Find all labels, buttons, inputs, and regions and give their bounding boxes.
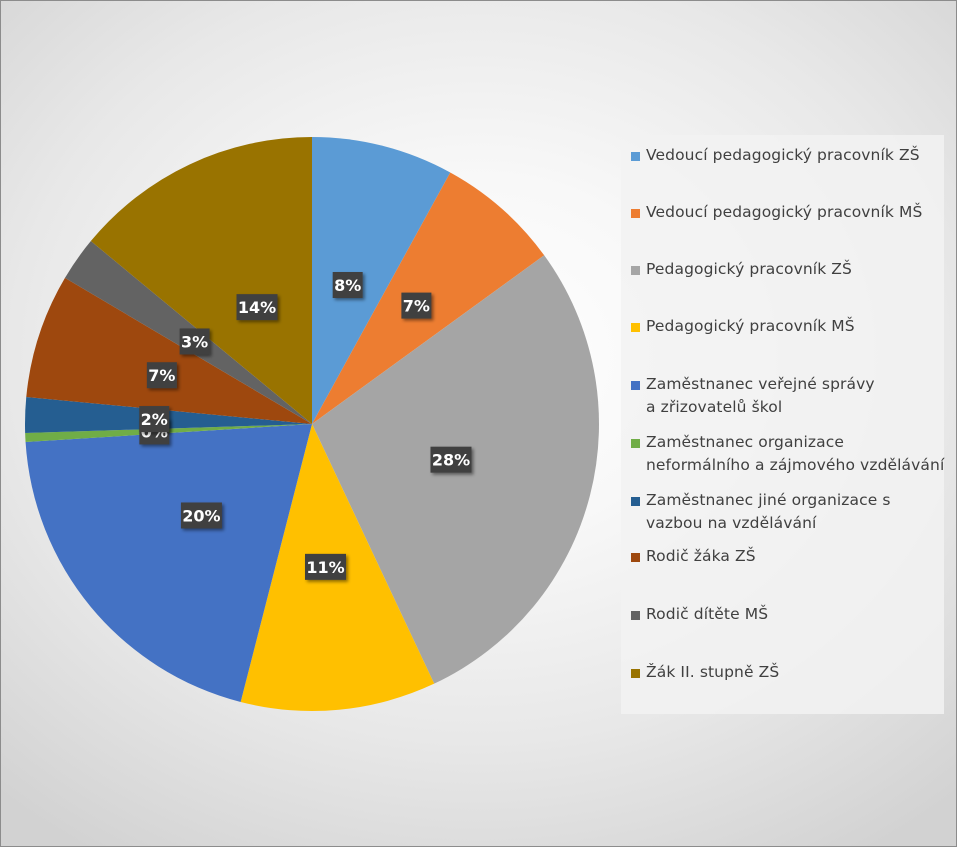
pie-slice	[312, 137, 451, 424]
legend-label: Zaměstnanec organizace neformálního a zá…	[646, 433, 945, 474]
legend-label: Zaměstnanec veřejné správy a zřizovatelů…	[646, 375, 875, 416]
legend-swatch	[631, 152, 640, 161]
legend-label: Rodič žáka ZŠ	[646, 547, 756, 565]
data-label-text: 11%	[306, 558, 344, 577]
data-label-text: 28%	[432, 451, 470, 470]
data-label-text: 3%	[181, 332, 208, 351]
data-label: 7%	[146, 362, 177, 389]
data-label-text: 2%	[141, 410, 168, 429]
legend-swatch	[631, 553, 640, 562]
legend-swatch	[631, 439, 640, 448]
data-label: 3%	[179, 328, 210, 355]
data-label-text: 20%	[182, 506, 220, 525]
legend-swatch	[631, 266, 640, 275]
legend-label: Zaměstnanec jiné organizace s vazbou na …	[646, 491, 891, 532]
data-label: 11%	[305, 553, 347, 580]
data-label: 8%	[332, 272, 363, 299]
data-label-background	[305, 553, 347, 580]
data-label-background	[332, 272, 363, 299]
chart-legend: Vedoucí pedagogický pracovník ZŠ Vedoucí…	[621, 135, 944, 714]
data-label-background	[236, 294, 278, 321]
pie-slice	[26, 277, 313, 424]
pie-slice	[25, 424, 313, 702]
pie-data-labels: 8%7%28%11%20%0%2%7%3%14%	[139, 272, 472, 580]
legend-swatch	[631, 381, 640, 390]
pie-slices	[24, 136, 600, 711]
legend-swatch	[631, 323, 640, 332]
legend-swatch	[631, 669, 640, 678]
legend-label: Vedoucí pedagogický pracovník MŠ	[646, 203, 923, 221]
data-label: 2%	[139, 406, 170, 433]
data-label-background	[430, 446, 472, 473]
pie-slice	[90, 136, 312, 424]
legend-label: Vedoucí pedagogický pracovník ZŠ	[646, 146, 920, 164]
data-label-background	[146, 362, 177, 389]
legend-swatch	[631, 497, 640, 506]
legend-label: Rodič dítěte MŠ	[646, 605, 769, 623]
legend-swatch	[631, 611, 640, 620]
data-label-text: 14%	[238, 298, 276, 317]
data-label: 28%	[430, 446, 472, 473]
legend-label: Pedagogický pracovník ZŠ	[646, 260, 852, 278]
data-label-background	[180, 502, 222, 529]
data-label-text: 8%	[334, 276, 361, 295]
legend-label: Žák II. stupně ZŠ	[646, 663, 780, 681]
pie-chart: 8%7%28%11%20%0%2%7%3%14%	[24, 136, 600, 711]
data-label-background	[139, 406, 170, 433]
data-label-text: 7%	[403, 297, 430, 316]
data-label-background	[179, 328, 210, 355]
data-label: 14%	[236, 294, 278, 321]
data-label: 20%	[180, 502, 222, 529]
legend-swatch	[631, 209, 640, 218]
data-label-background	[401, 292, 432, 319]
data-label-text: 7%	[148, 366, 175, 385]
legend-label: Pedagogický pracovník MŠ	[646, 317, 855, 335]
data-label: 7%	[401, 292, 432, 319]
